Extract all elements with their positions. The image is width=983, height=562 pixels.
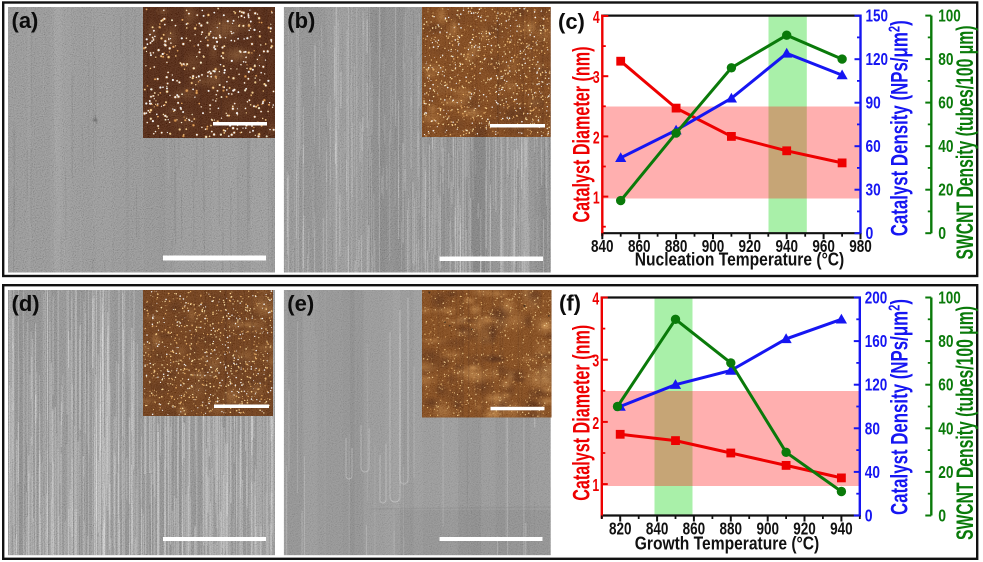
svg-text:1: 1 — [592, 475, 599, 495]
svg-text:920: 920 — [793, 519, 816, 539]
svg-text:100: 100 — [938, 6, 961, 26]
svg-text:2: 2 — [592, 413, 599, 433]
svg-text:Catalyst Density (NPs/μm2): Catalyst Density (NPs/μm2) — [887, 20, 914, 236]
svg-text:(b): (b) — [287, 8, 315, 33]
svg-text:0: 0 — [938, 223, 946, 243]
svg-text:Catalyst Diameter (nm): Catalyst Diameter (nm) — [568, 47, 595, 223]
svg-text:1: 1 — [593, 188, 600, 208]
svg-text:90: 90 — [866, 93, 881, 113]
svg-text:Growth Temperature (°C): Growth Temperature (°C) — [635, 534, 820, 554]
svg-text:940: 940 — [775, 236, 798, 256]
svg-text:(f): (f) — [559, 291, 581, 316]
svg-text:120: 120 — [865, 375, 888, 395]
svg-text:4: 4 — [592, 289, 599, 309]
svg-text:860: 860 — [683, 519, 706, 539]
svg-text:20: 20 — [938, 180, 953, 200]
svg-text:30: 30 — [866, 180, 881, 200]
svg-text:150: 150 — [866, 6, 889, 26]
svg-text:980: 980 — [849, 236, 872, 256]
svg-text:840: 840 — [591, 236, 614, 256]
svg-text:3: 3 — [593, 67, 600, 87]
svg-text:960: 960 — [812, 236, 835, 256]
svg-text:880: 880 — [665, 236, 688, 256]
svg-text:2: 2 — [593, 127, 600, 147]
svg-text:920: 920 — [739, 236, 762, 256]
svg-text:900: 900 — [702, 236, 725, 256]
svg-text:3: 3 — [592, 351, 599, 371]
svg-text:40: 40 — [865, 462, 880, 482]
svg-text:120: 120 — [866, 49, 889, 69]
svg-text:0: 0 — [865, 506, 873, 526]
svg-text:Nucleation Temperature (°C): Nucleation Temperature (°C) — [635, 250, 845, 270]
svg-text:40: 40 — [938, 418, 953, 438]
svg-text:820: 820 — [609, 519, 632, 539]
svg-text:200: 200 — [865, 288, 888, 308]
svg-text:0: 0 — [938, 506, 946, 526]
svg-text:80: 80 — [938, 49, 953, 69]
svg-text:20: 20 — [938, 462, 953, 482]
svg-text:(e): (e) — [287, 291, 314, 316]
svg-text:60: 60 — [938, 375, 953, 395]
svg-text:0: 0 — [866, 223, 874, 243]
svg-text:4: 4 — [593, 7, 600, 27]
svg-text:60: 60 — [866, 136, 881, 156]
svg-text:SWCNT Density (tubes/100 μm): SWCNT Density (tubes/100 μm) — [952, 306, 979, 540]
svg-text:840: 840 — [646, 519, 669, 539]
svg-text:940: 940 — [830, 519, 853, 539]
svg-text:(a): (a) — [12, 8, 39, 33]
svg-text:880: 880 — [720, 519, 743, 539]
svg-text:860: 860 — [628, 236, 651, 256]
svg-text:(c): (c) — [558, 9, 585, 34]
svg-text:SWCNT Density (tubes/100 μm): SWCNT Density (tubes/100 μm) — [952, 25, 979, 259]
svg-text:Catalyst Diameter (nm): Catalyst Diameter (nm) — [568, 325, 595, 501]
svg-text:60: 60 — [938, 93, 953, 113]
svg-text:40: 40 — [938, 136, 953, 156]
svg-text:160: 160 — [865, 331, 888, 351]
svg-text:(d): (d) — [12, 291, 40, 316]
svg-text:100: 100 — [938, 288, 961, 308]
svg-text:Catalyst Density (NPs/μm2): Catalyst Density (NPs/μm2) — [887, 299, 914, 515]
svg-text:80: 80 — [938, 331, 953, 351]
svg-text:80: 80 — [865, 418, 880, 438]
svg-text:900: 900 — [756, 519, 779, 539]
